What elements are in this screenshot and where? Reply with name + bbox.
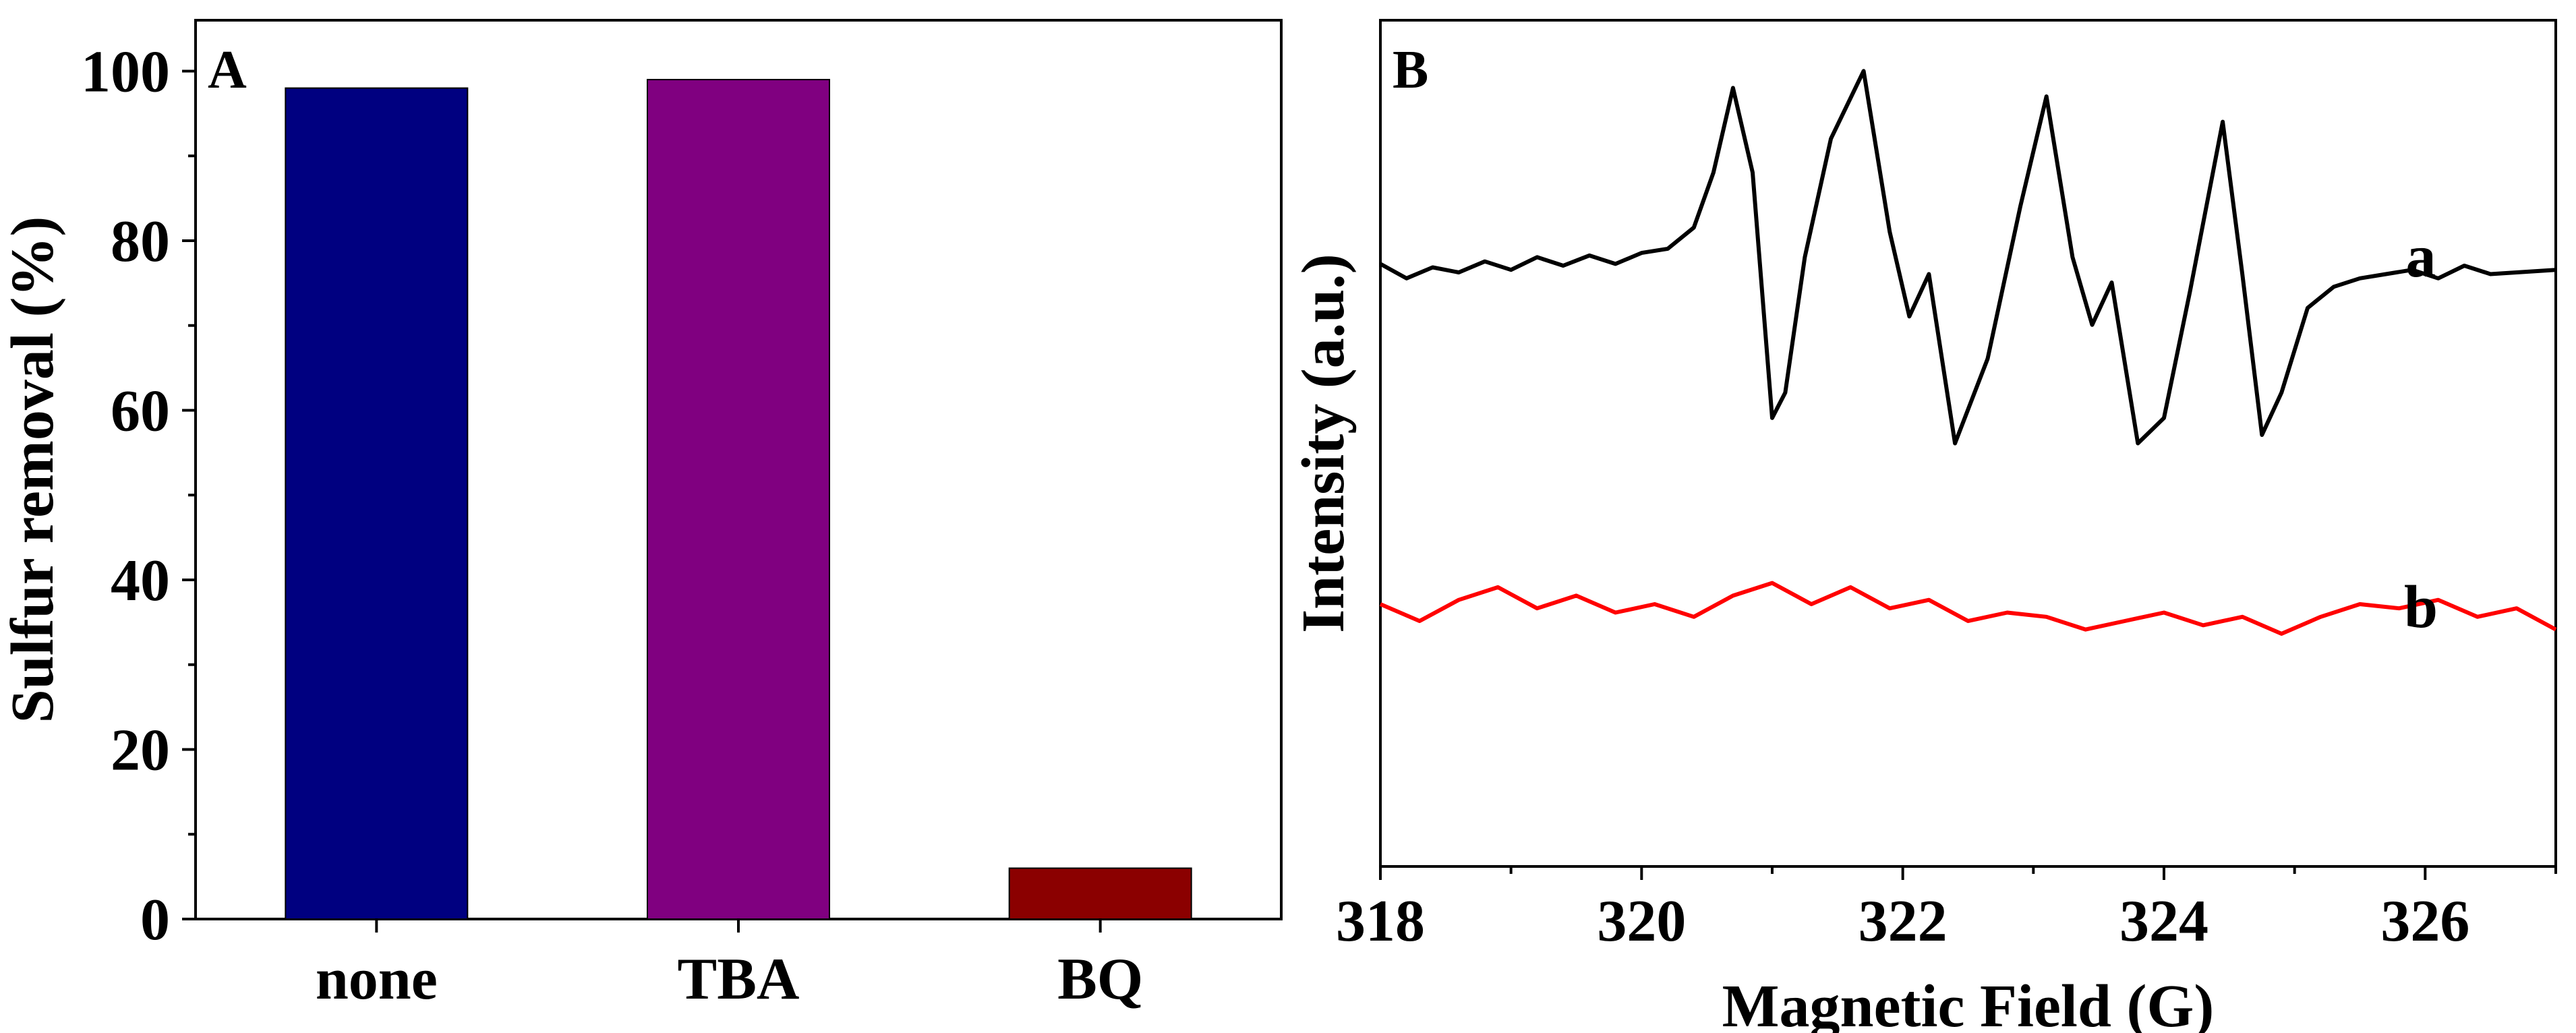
series-a-line — [1379, 69, 2556, 446]
bar-tba — [647, 79, 830, 920]
series-b-line — [1379, 581, 2557, 636]
bar-bq — [1008, 867, 1192, 920]
x-tick-label: 322 — [1858, 889, 1948, 954]
series-b-label: b — [2404, 574, 2438, 641]
x-tick-label: TBA — [678, 947, 800, 1012]
panel-a-bar-chart: 0 20 40 60 80 100 none TBA BQ A Sulfur removal (%) — [0, 19, 1283, 1012]
y-tick-label: 40 — [111, 548, 170, 614]
x-tick-label: BQ — [1057, 947, 1143, 1012]
y-tick-label: 0 — [140, 887, 170, 953]
panel-label-a: A — [208, 40, 247, 100]
y-axis-title: Intensity (a.u.) — [1290, 254, 1357, 633]
y-tick-label: 20 — [111, 717, 170, 783]
x-axis-title: Magnetic Field (G) — [1722, 973, 2215, 1033]
x-tick-label: 320 — [1597, 889, 1686, 954]
series-a-label: a — [2406, 223, 2436, 290]
y-tick-label: 60 — [111, 378, 170, 444]
plot-frame — [1379, 19, 2557, 868]
panel-b-epr-spectrum: 318 320 322 324 326 a b B Magnetic Field (G) Inte… — [1290, 19, 2557, 1033]
x-tick-label: 326 — [2380, 889, 2469, 954]
panel-label-b: B — [1393, 40, 1428, 100]
y-axis-title: Sulfur removal (%) — [0, 216, 66, 724]
x-tick-label: 318 — [1336, 889, 1425, 954]
y-tick-label: 100 — [81, 39, 170, 105]
x-tick-label: 324 — [2119, 889, 2208, 954]
y-tick-label: 80 — [111, 209, 170, 274]
x-tick-label: none — [316, 947, 438, 1012]
bar-none — [285, 87, 469, 920]
